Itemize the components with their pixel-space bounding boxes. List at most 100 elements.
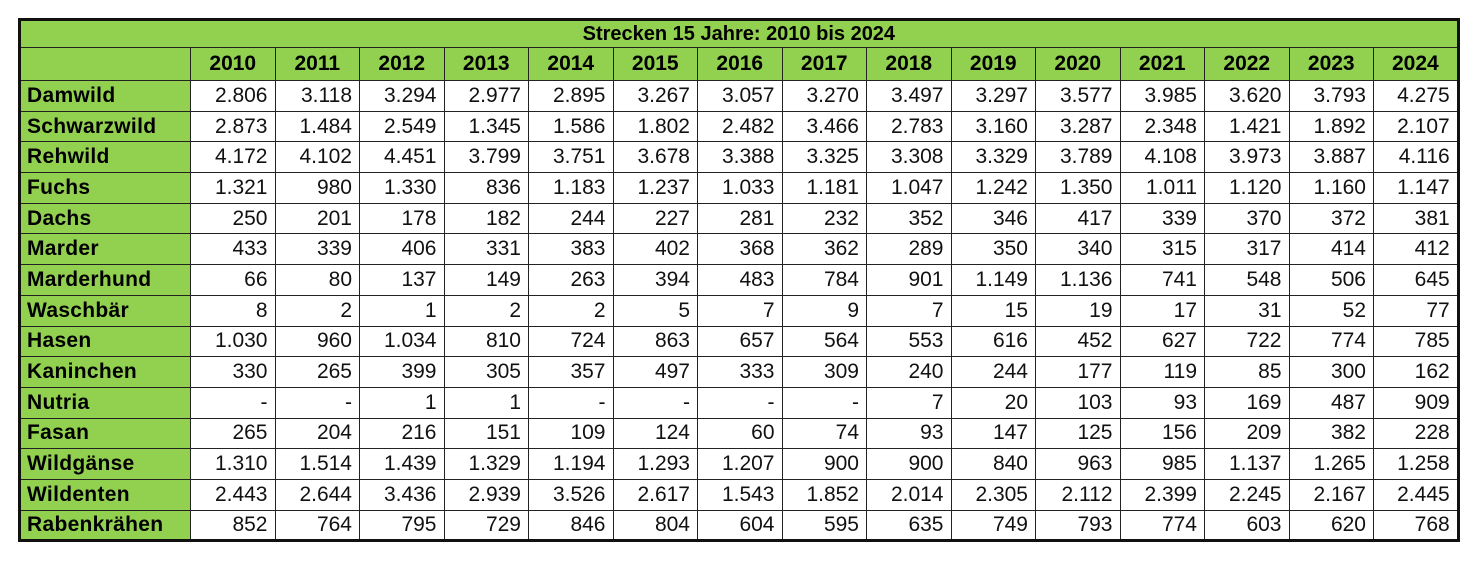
value-cell: 627 [1119,325,1205,358]
value-cell: 147 [950,417,1036,450]
value-cell: 564 [781,325,867,358]
title-row: Strecken 15 Jahre: 2010 bis 2024 [19,19,1459,48]
value-cell: 8 [190,294,276,327]
value-cell: 177 [1035,356,1121,388]
value-cell: 417 [1035,202,1121,235]
value-cell: 4.451 [359,141,445,174]
value-cell: 1.345 [443,110,529,143]
value-cell: 17 [1119,294,1205,327]
value-cell: 548 [1204,264,1290,296]
value-cell: 3.577 [1035,80,1121,112]
value-cell: 383 [528,233,614,266]
row-label: Hasen [19,325,191,358]
value-cell: 657 [697,325,783,358]
value-cell: 785 [1373,325,1459,358]
value-cell: - [781,386,867,419]
value-cell: 774 [1119,509,1205,542]
value-cell: 1.350 [1035,172,1121,204]
value-cell: 3.678 [612,141,698,174]
value-cell: 362 [781,233,867,266]
value-cell: 764 [274,509,360,542]
value-cell: 900 [781,448,867,480]
row-label: Dachs [19,202,191,235]
value-cell: 722 [1204,325,1290,358]
value-cell: 414 [1288,233,1374,266]
value-cell: 149 [443,264,529,296]
value-cell: 125 [1035,417,1121,450]
value-cell: 1.147 [1373,172,1459,204]
value-cell: 2.112 [1035,478,1121,511]
value-cell: 2.549 [359,110,445,143]
row-label: Kaninchen [19,356,191,388]
value-cell: 1.484 [274,110,360,143]
value-cell: 1.181 [781,172,867,204]
value-cell: 452 [1035,325,1121,358]
value-cell: 103 [1035,386,1121,419]
year-header: 2021 [1119,47,1205,81]
value-cell: 1.136 [1035,264,1121,296]
value-cell: 1.892 [1288,110,1374,143]
year-header: 2015 [612,47,698,81]
value-cell: 595 [781,509,867,542]
value-cell: 3.799 [443,141,529,174]
value-cell: 3.270 [781,80,867,112]
value-cell: 616 [950,325,1036,358]
value-cell: 2.617 [612,478,698,511]
value-cell: 1.439 [359,448,445,480]
value-cell: 1.421 [1204,110,1290,143]
value-cell: 846 [528,509,614,542]
value-cell: 4.172 [190,141,276,174]
value-cell: 1 [443,386,529,419]
value-cell: 985 [1119,448,1205,480]
value-cell: 774 [1288,325,1374,358]
value-cell: 768 [1373,509,1459,542]
value-cell: 5 [612,294,698,327]
value-cell: 741 [1119,264,1205,296]
value-cell: 1.242 [950,172,1036,204]
table-body: Damwild 2.806 3.118 3.294 2.977 2.895 3.267 3.0… [19,80,1459,542]
value-cell: 2.977 [443,80,529,112]
value-cell: 339 [1119,202,1205,235]
table-row: Fuchs 1.321 980 1.330 836 1.183 1.237 1.033 1.18… [19,172,1459,204]
value-cell: 169 [1204,386,1290,419]
value-cell: 162 [1373,356,1459,388]
hunting-bag-table: Strecken 15 Jahre: 2010 bis 2024 2010 201… [18,18,1460,543]
value-cell: 151 [443,417,529,450]
row-label: Schwarzwild [19,110,191,143]
value-cell: 3.267 [612,80,698,112]
value-cell: 331 [443,233,529,266]
year-header: 2017 [781,47,867,81]
value-cell: 1.265 [1288,448,1374,480]
value-cell: 1.207 [697,448,783,480]
row-label: Wildenten [19,478,191,511]
year-header: 2020 [1035,47,1121,81]
value-cell: 1.034 [359,325,445,358]
value-cell: 93 [1119,386,1205,419]
value-cell: 289 [866,233,952,266]
value-cell: - [190,386,276,419]
value-cell: 74 [781,417,867,450]
value-cell: 20 [950,386,1036,419]
value-cell: 209 [1204,417,1290,450]
value-cell: 2.806 [190,80,276,112]
value-cell: 370 [1204,202,1290,235]
value-cell: 93 [866,417,952,450]
value-cell: 109 [528,417,614,450]
value-cell: 352 [866,202,952,235]
value-cell: 4.275 [1373,80,1459,112]
value-cell: 3.985 [1119,80,1205,112]
value-cell: 1 [359,386,445,419]
value-cell: 2.644 [274,478,360,511]
value-cell: 66 [190,264,276,296]
value-cell: 330 [190,356,276,388]
value-cell: 1.258 [1373,448,1459,480]
value-cell: 2.895 [528,80,614,112]
value-cell: 3.160 [950,110,1036,143]
value-cell: - [274,386,360,419]
value-cell: 1.194 [528,448,614,480]
value-cell: 2.348 [1119,110,1205,143]
row-label: Rehwild [19,141,191,174]
value-cell: 3.751 [528,141,614,174]
value-cell: 60 [697,417,783,450]
value-cell: 1.183 [528,172,614,204]
